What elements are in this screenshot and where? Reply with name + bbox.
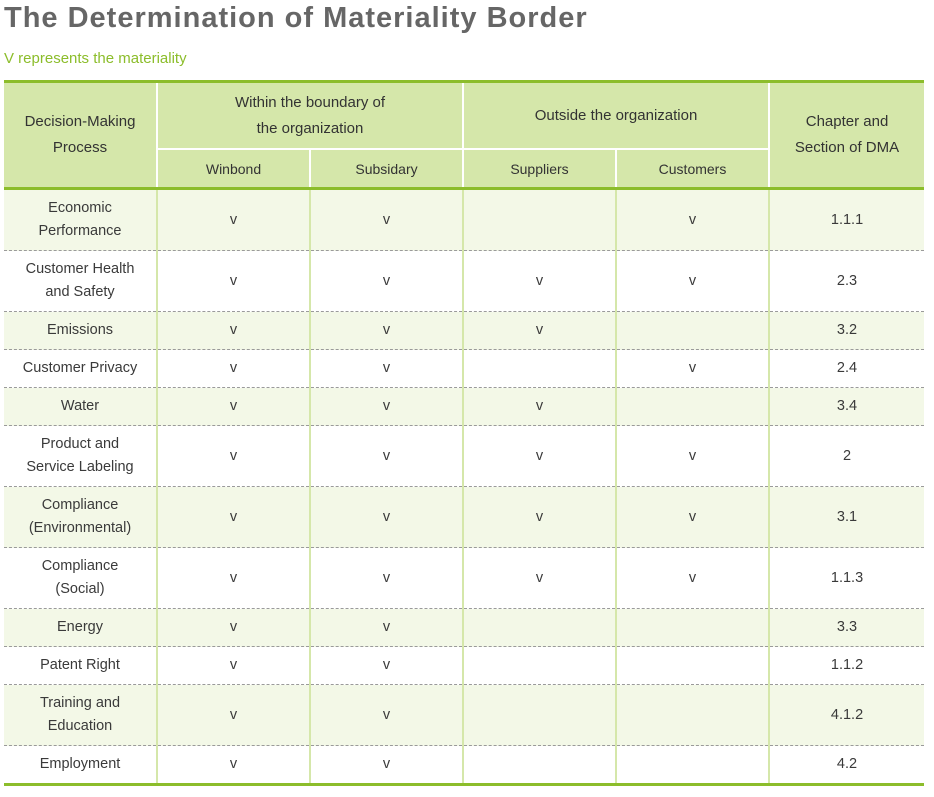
chapter-cell: 1.1.2 bbox=[768, 646, 925, 685]
chapter-cell: 1.1.3 bbox=[768, 547, 925, 609]
table-row: Customer Health and Safety v v v v 2.3 bbox=[4, 250, 925, 312]
header-outside-organization: Outside the organization bbox=[461, 80, 771, 150]
subsidary-cell: v bbox=[309, 387, 464, 426]
process-cell: Employment bbox=[4, 745, 158, 786]
header-row-sub: Winbond Subsidary Suppliers Customers bbox=[4, 149, 924, 190]
winbond-cell: v bbox=[156, 547, 311, 609]
table-row: Customer Privacy v v v 2.4 bbox=[4, 349, 925, 388]
winbond-cell: v bbox=[156, 486, 311, 548]
customers-cell bbox=[614, 311, 771, 350]
customers-cell: v bbox=[614, 188, 771, 251]
winbond-cell: v bbox=[156, 425, 311, 487]
header-row-top: Decision-Making Process Within the bound… bbox=[4, 80, 925, 190]
table-row: Emissions v v v 3.2 bbox=[4, 311, 925, 350]
table-row: Training and Education v v 4.1.2 bbox=[4, 684, 925, 746]
process-cell: Energy bbox=[4, 608, 158, 647]
header-winbond: Winbond bbox=[157, 149, 311, 190]
table-row: Patent Right v v 1.1.2 bbox=[4, 646, 925, 685]
subsidary-cell: v bbox=[309, 684, 464, 746]
process-cell: Water bbox=[4, 387, 158, 426]
process-cell: Compliance (Environmental) bbox=[4, 486, 158, 548]
chapter-cell: 4.1.2 bbox=[768, 684, 925, 746]
suppliers-cell bbox=[462, 646, 617, 685]
suppliers-cell: v bbox=[462, 425, 617, 487]
table-row: Economic Performance v v v 1.1.1 bbox=[4, 188, 925, 251]
process-cell: Patent Right bbox=[4, 646, 158, 685]
header-subsidary: Subsidary bbox=[309, 149, 464, 190]
customers-cell: v bbox=[614, 486, 771, 548]
table-row: Product and Service Labeling v v v v 2 bbox=[4, 425, 925, 487]
winbond-cell: v bbox=[156, 646, 311, 685]
table-row: Compliance (Social) v v v v 1.1.3 bbox=[4, 547, 925, 609]
customers-cell: v bbox=[614, 349, 771, 388]
chapter-cell: 1.1.1 bbox=[768, 188, 925, 251]
customers-cell: v bbox=[614, 547, 771, 609]
process-cell: Emissions bbox=[4, 311, 158, 350]
process-cell: Product and Service Labeling bbox=[4, 425, 158, 487]
subsidary-cell: v bbox=[309, 250, 464, 312]
suppliers-cell bbox=[462, 188, 617, 251]
subsidary-cell: v bbox=[309, 646, 464, 685]
subsidary-cell: v bbox=[309, 311, 464, 350]
chapter-cell: 3.1 bbox=[768, 486, 925, 548]
winbond-cell: v bbox=[156, 608, 311, 647]
process-cell: Customer Health and Safety bbox=[4, 250, 158, 312]
chapter-cell: 2 bbox=[768, 425, 925, 487]
subsidary-cell: v bbox=[309, 486, 464, 548]
winbond-cell: v bbox=[156, 684, 311, 746]
process-cell: Economic Performance bbox=[4, 188, 158, 251]
suppliers-cell: v bbox=[462, 387, 617, 426]
process-cell: Compliance (Social) bbox=[4, 547, 158, 609]
winbond-cell: v bbox=[156, 745, 311, 786]
suppliers-cell bbox=[462, 684, 617, 746]
customers-cell: v bbox=[614, 425, 771, 487]
chapter-cell: 2.4 bbox=[768, 349, 925, 388]
winbond-cell: v bbox=[156, 349, 311, 388]
suppliers-cell bbox=[462, 608, 617, 647]
page-title: The Determination of Materiality Border bbox=[4, 2, 588, 34]
chapter-cell: 4.2 bbox=[768, 745, 925, 786]
suppliers-cell bbox=[462, 349, 617, 388]
table-row: Energy v v 3.3 bbox=[4, 608, 925, 647]
materiality-table: Decision-Making Process Within the bound… bbox=[4, 80, 925, 786]
table-row: Water v v v 3.4 bbox=[4, 387, 925, 426]
suppliers-cell: v bbox=[462, 547, 617, 609]
header-suppliers: Suppliers bbox=[462, 149, 617, 190]
suppliers-cell bbox=[462, 745, 617, 786]
winbond-cell: v bbox=[156, 188, 311, 251]
process-cell: Training and Education bbox=[4, 684, 158, 746]
table-row: Compliance (Environmental) v v v v 3.1 bbox=[4, 486, 925, 548]
customers-cell: v bbox=[614, 250, 771, 312]
header-chapter-section: Chapter and Section of DMA bbox=[768, 80, 925, 190]
customers-cell bbox=[614, 387, 771, 426]
subsidary-cell: v bbox=[309, 745, 464, 786]
chapter-cell: 3.3 bbox=[768, 608, 925, 647]
chapter-cell: 3.2 bbox=[768, 311, 925, 350]
winbond-cell: v bbox=[156, 250, 311, 312]
header-customers: Customers bbox=[614, 149, 771, 190]
header-process: Decision-Making Process bbox=[4, 80, 158, 190]
winbond-cell: v bbox=[156, 387, 311, 426]
suppliers-cell: v bbox=[462, 486, 617, 548]
customers-cell bbox=[614, 745, 771, 786]
subsidary-cell: v bbox=[309, 608, 464, 647]
subsidary-cell: v bbox=[309, 547, 464, 609]
process-cell: Customer Privacy bbox=[4, 349, 158, 388]
header-within-boundary: Within the boundary of the organization bbox=[156, 80, 464, 150]
winbond-cell: v bbox=[156, 311, 311, 350]
chapter-cell: 2.3 bbox=[768, 250, 925, 312]
suppliers-cell: v bbox=[462, 311, 617, 350]
table-row: Employment v v 4.2 bbox=[4, 745, 925, 786]
subsidary-cell: v bbox=[309, 349, 464, 388]
page-subtitle: V represents the materiality bbox=[4, 50, 187, 67]
subsidary-cell: v bbox=[309, 188, 464, 251]
subsidary-cell: v bbox=[309, 425, 464, 487]
chapter-cell: 3.4 bbox=[768, 387, 925, 426]
customers-cell bbox=[614, 646, 771, 685]
customers-cell bbox=[614, 684, 771, 746]
customers-cell bbox=[614, 608, 771, 647]
suppliers-cell: v bbox=[462, 250, 617, 312]
